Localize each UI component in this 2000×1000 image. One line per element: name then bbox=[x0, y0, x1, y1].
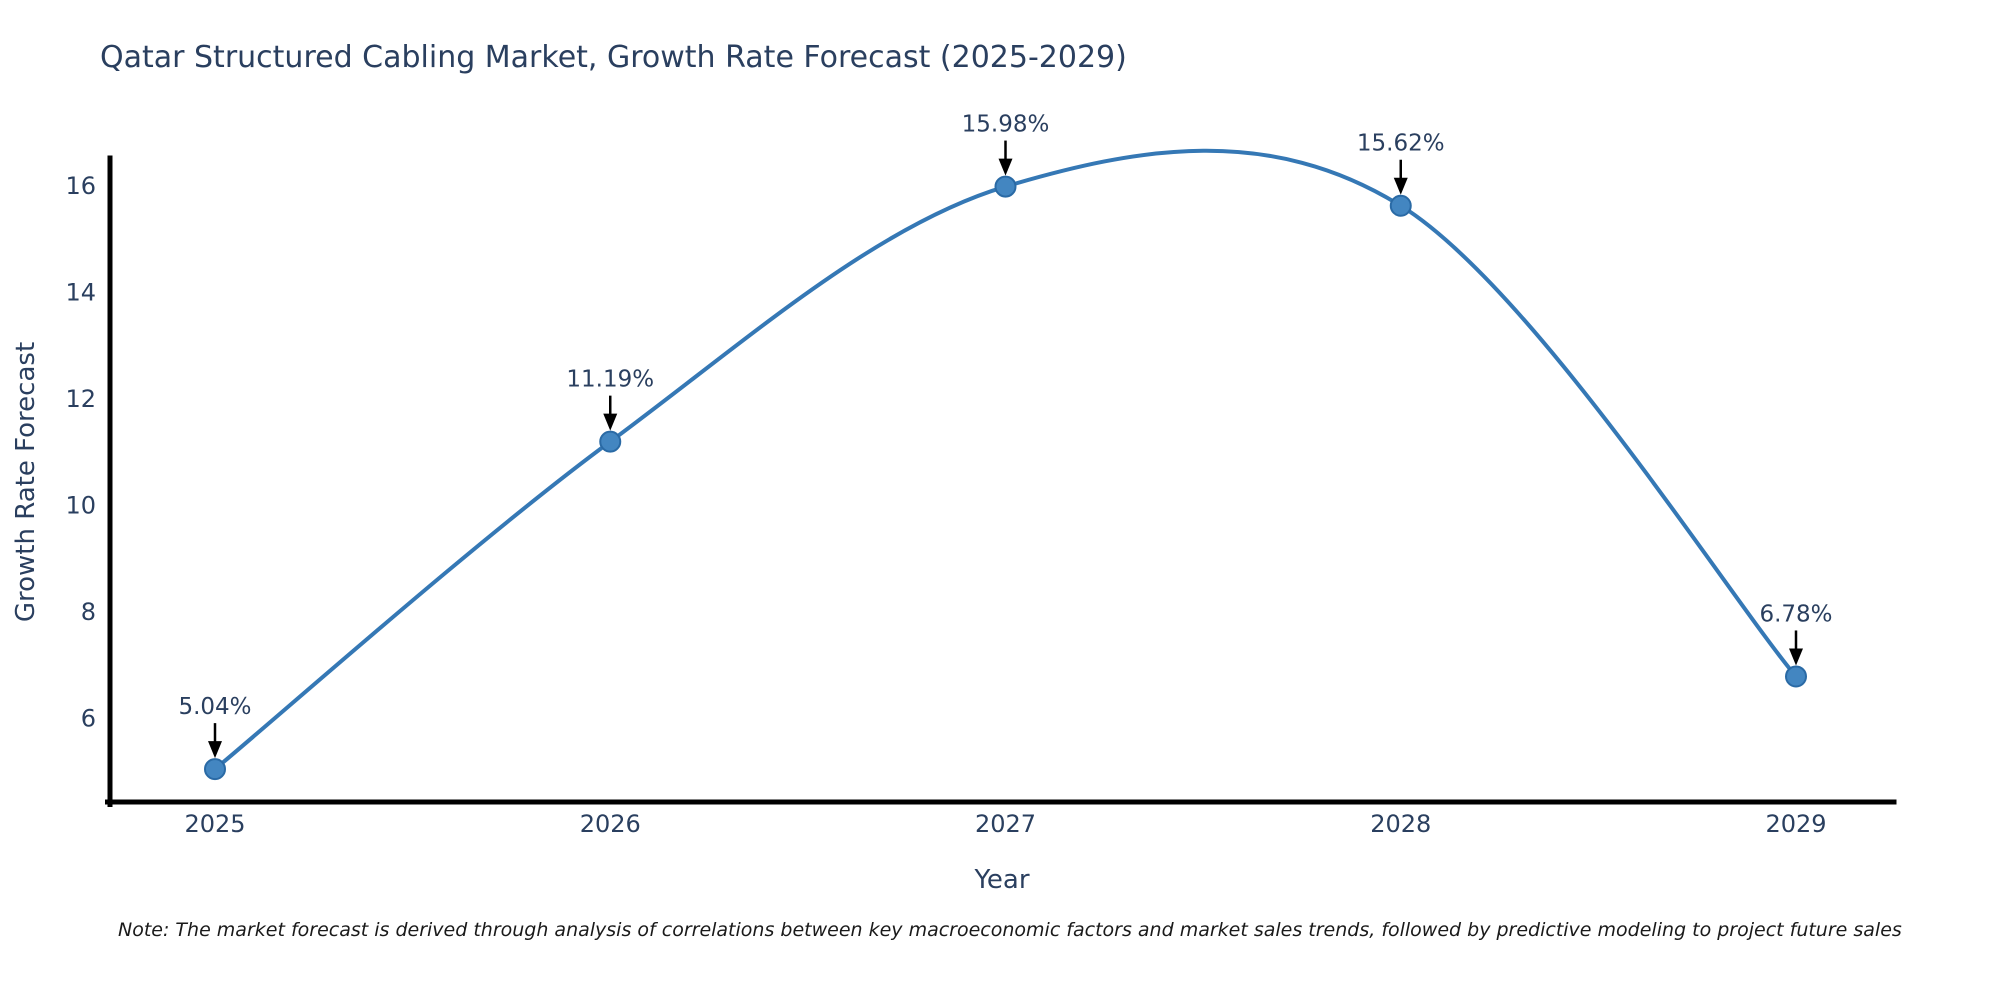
y-tick-label: 16 bbox=[65, 172, 96, 200]
point-annotations: 5.04% 11.19% 15.98% 15.62% 6.78% bbox=[178, 112, 1833, 759]
y-axis-tick-labels: 6 8 10 12 14 16 bbox=[65, 172, 96, 733]
y-tick-label: 14 bbox=[65, 279, 96, 307]
point-value-label: 15.62% bbox=[1357, 131, 1445, 157]
data-point-marker bbox=[204, 758, 226, 781]
x-axis-tick-labels: 2025 2026 2027 2028 2029 bbox=[184, 810, 1826, 838]
y-tick-label: 12 bbox=[65, 385, 96, 413]
data-point-marker bbox=[599, 430, 622, 453]
point-value-label: 6.78% bbox=[1759, 601, 1832, 627]
data-point-marker bbox=[994, 175, 1017, 198]
x-tick-label: 2027 bbox=[975, 810, 1036, 838]
data-point-markers bbox=[204, 175, 1807, 781]
series-line bbox=[213, 148, 1798, 772]
annotation-arrowhead bbox=[998, 158, 1013, 176]
x-tick-label: 2028 bbox=[1370, 810, 1431, 838]
y-axis-title: Growth Rate Forecast bbox=[11, 342, 41, 622]
point-value-label: 5.04% bbox=[178, 694, 251, 720]
footnote: Note: The market forecast is derived thr… bbox=[118, 919, 1902, 941]
x-tick-label: 2026 bbox=[580, 810, 641, 838]
point-value-label: 11.19% bbox=[566, 367, 654, 393]
data-point-marker bbox=[1389, 194, 1412, 217]
annotation-arrowhead bbox=[603, 413, 618, 431]
x-axis-title: Year bbox=[973, 865, 1029, 895]
annotation-arrowhead bbox=[208, 741, 222, 759]
y-tick-label: 10 bbox=[65, 492, 96, 520]
x-tick-label: 2029 bbox=[1765, 810, 1826, 838]
annotation-arrowhead bbox=[1789, 648, 1803, 666]
data-point-marker bbox=[1785, 665, 1807, 688]
x-tick-label: 2025 bbox=[184, 810, 245, 838]
point-value-label: 15.98% bbox=[962, 112, 1050, 138]
annotation-arrowhead bbox=[1393, 177, 1408, 195]
y-tick-label: 8 bbox=[81, 598, 96, 626]
chart-title: Qatar Structured Cabling Market, Growth … bbox=[100, 40, 1127, 75]
y-tick-label: 6 bbox=[81, 705, 96, 733]
